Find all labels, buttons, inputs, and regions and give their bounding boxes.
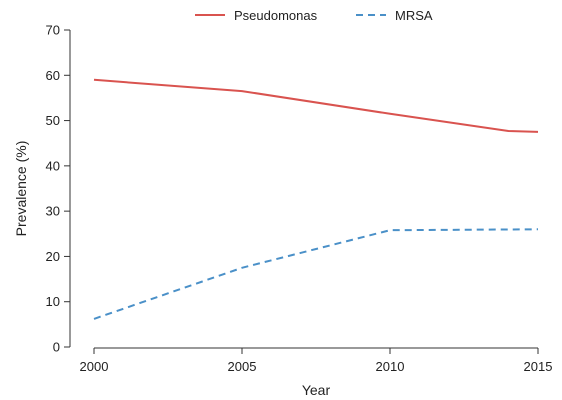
y-tick-label: 50 — [46, 113, 60, 128]
legend-label-pseudomonas: Pseudomonas — [234, 8, 318, 23]
series-line-mrsa — [93, 228, 539, 320]
axes: 0 10 20 30 40 50 60 70 2000 2005 2010 2015 — [46, 23, 553, 375]
y-tick-label: 40 — [46, 158, 60, 173]
y-tick-label: 20 — [46, 249, 60, 264]
y-tick-label: 0 — [53, 340, 60, 355]
y-tick-label: 30 — [46, 204, 60, 219]
series-layer — [93, 78, 539, 320]
x-tick-label: 2000 — [80, 359, 109, 374]
y-tick-label: 60 — [46, 68, 60, 83]
legend-label-mrsa: MRSA — [395, 8, 433, 23]
series-line-pseudomonas — [93, 78, 539, 133]
legend: Pseudomonas MRSA — [195, 8, 433, 23]
y-axis-title: Prevalence (%) — [13, 141, 29, 237]
y-tick-label: 70 — [46, 23, 60, 38]
y-tick-label: 10 — [46, 294, 60, 309]
x-axis-title: Year — [302, 382, 331, 398]
x-tick-label: 2010 — [376, 359, 405, 374]
x-tick-label: 2015 — [524, 359, 553, 374]
x-tick-label: 2005 — [228, 359, 257, 374]
